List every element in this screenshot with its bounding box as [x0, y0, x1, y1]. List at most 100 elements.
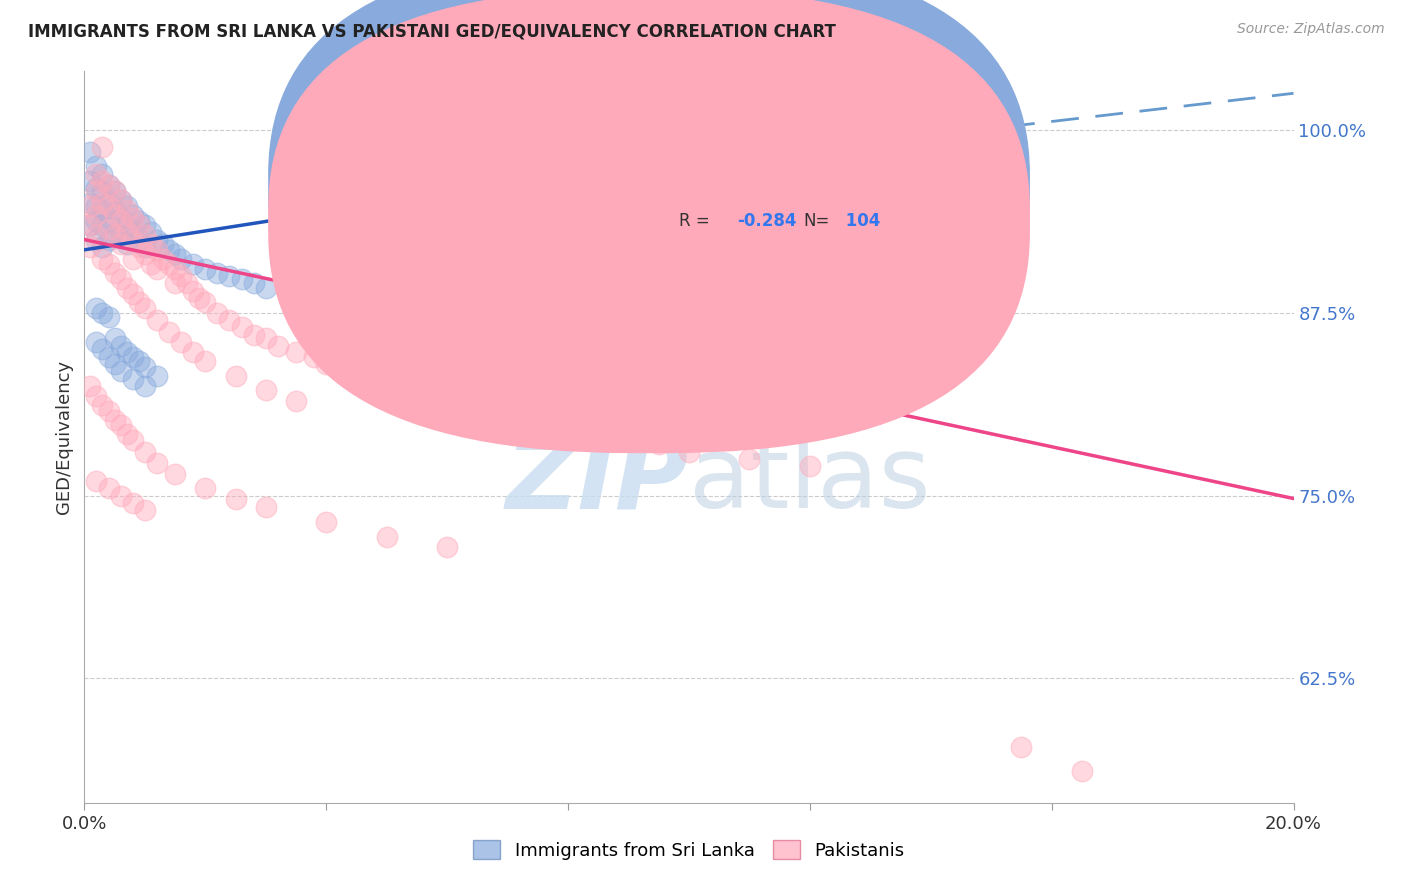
Point — [104, 184, 127, 198]
Point — [104, 225, 127, 239]
Point — [254, 384, 277, 398]
Point — [104, 228, 127, 243]
Point — [139, 225, 162, 239]
Point — [285, 345, 308, 359]
Point — [302, 350, 325, 364]
Point — [157, 243, 180, 257]
Point — [121, 350, 143, 364]
Point — [86, 199, 108, 213]
Point — [139, 257, 162, 271]
Point — [91, 184, 114, 198]
Point — [134, 301, 156, 316]
Point — [121, 211, 143, 225]
Point — [115, 281, 138, 295]
Point — [128, 213, 150, 227]
Point — [165, 277, 187, 291]
Point — [97, 481, 120, 495]
Point — [110, 418, 132, 433]
Point — [115, 225, 138, 239]
Point — [86, 301, 108, 316]
Legend: Immigrants from Sri Lanka, Pakistanis: Immigrants from Sri Lanka, Pakistanis — [467, 833, 911, 867]
Point — [91, 196, 114, 211]
Point — [225, 368, 247, 383]
Point — [799, 459, 821, 474]
Point — [91, 174, 114, 188]
Text: IMMIGRANTS FROM SRI LANKA VS PAKISTANI GED/EQUIVALENCY CORRELATION CHART: IMMIGRANTS FROM SRI LANKA VS PAKISTANI G… — [28, 22, 837, 40]
Point — [157, 257, 180, 271]
Point — [91, 167, 114, 181]
Point — [86, 233, 108, 247]
Text: Source: ZipAtlas.com: Source: ZipAtlas.com — [1237, 22, 1385, 37]
Point — [231, 320, 253, 334]
Point — [218, 313, 240, 327]
Point — [91, 306, 114, 320]
Point — [678, 444, 700, 458]
Point — [128, 218, 150, 232]
Point — [97, 178, 120, 193]
FancyBboxPatch shape — [269, 0, 1031, 419]
Point — [115, 218, 138, 232]
Text: atlas: atlas — [689, 433, 931, 530]
Point — [207, 306, 229, 320]
Text: R =: R = — [679, 211, 710, 229]
Point — [346, 364, 368, 378]
Point — [134, 218, 156, 232]
Point — [79, 145, 101, 159]
Point — [79, 218, 101, 232]
Point — [152, 252, 174, 266]
Point — [115, 199, 138, 213]
Point — [110, 193, 132, 207]
Point — [375, 530, 398, 544]
Point — [254, 330, 277, 344]
Point — [170, 334, 193, 349]
Point — [146, 457, 169, 471]
Point — [467, 393, 489, 408]
Point — [79, 379, 101, 393]
Point — [194, 354, 217, 368]
Point — [588, 423, 610, 437]
Point — [86, 208, 108, 222]
Point — [91, 218, 114, 232]
Point — [134, 379, 156, 393]
Point — [146, 243, 169, 257]
Point — [97, 257, 120, 271]
Point — [86, 474, 108, 488]
Point — [121, 225, 143, 239]
Point — [121, 286, 143, 301]
Point — [104, 266, 127, 280]
Point — [86, 167, 108, 181]
Point — [557, 416, 579, 430]
FancyBboxPatch shape — [269, 0, 1031, 453]
Point — [170, 269, 193, 284]
Point — [115, 345, 138, 359]
Point — [110, 237, 132, 252]
Point — [110, 211, 132, 225]
Point — [104, 357, 127, 371]
Point — [79, 218, 101, 232]
Point — [110, 339, 132, 353]
Point — [97, 178, 120, 193]
Y-axis label: GED/Equivalency: GED/Equivalency — [55, 360, 73, 514]
Point — [115, 203, 138, 218]
Point — [110, 228, 132, 243]
Point — [86, 184, 108, 198]
Text: 104: 104 — [841, 211, 880, 229]
Point — [97, 213, 120, 227]
Point — [79, 240, 101, 254]
Point — [97, 403, 120, 417]
Point — [97, 222, 120, 236]
Point — [128, 233, 150, 247]
Point — [134, 359, 156, 374]
Point — [121, 208, 143, 222]
Point — [121, 371, 143, 385]
Point — [97, 310, 120, 325]
Point — [1011, 740, 1033, 755]
Point — [315, 291, 337, 305]
Point — [128, 354, 150, 368]
Point — [648, 437, 671, 451]
Point — [134, 247, 156, 261]
Point — [157, 325, 180, 339]
Point — [436, 386, 458, 401]
Point — [121, 252, 143, 266]
Point — [121, 496, 143, 510]
